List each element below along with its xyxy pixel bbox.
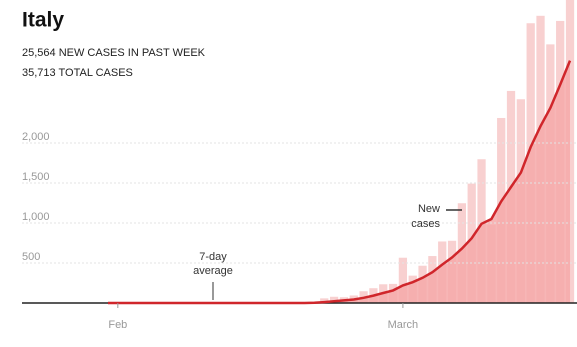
- y-tick-label: 500: [22, 251, 40, 263]
- bar: [329, 296, 339, 303]
- annotation: 7-day: [199, 251, 227, 263]
- chart-title: Italy: [22, 9, 64, 32]
- annotation: average: [193, 265, 233, 277]
- x-tick-label: Feb: [108, 319, 127, 331]
- y-tick-label: 1,000: [22, 211, 50, 223]
- bar: [320, 298, 329, 303]
- average-area: [108, 60, 571, 303]
- annotation: New: [418, 203, 440, 215]
- subtitle: 25,564 NEW CASES IN PAST WEEK: [22, 47, 206, 59]
- annotation: cases: [411, 218, 440, 230]
- y-tick-label: 2,000: [22, 131, 50, 143]
- bar: [398, 257, 408, 303]
- plot-area: [108, 0, 575, 303]
- x-tick-label: March: [388, 319, 419, 331]
- average-line: [108, 60, 572, 305]
- bar: [565, 0, 575, 303]
- subtitle: 35,713 TOTAL CASES: [22, 67, 133, 79]
- y-tick-label: 1,500: [22, 171, 50, 183]
